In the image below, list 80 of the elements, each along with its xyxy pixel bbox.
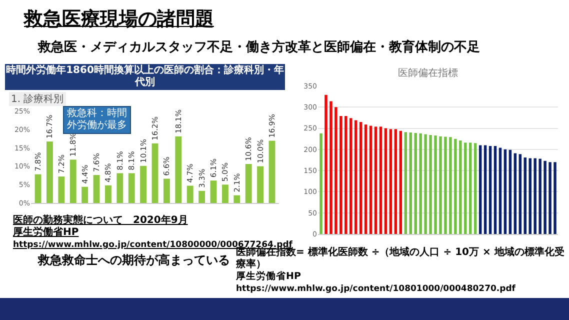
bar — [419, 133, 422, 234]
bar — [320, 133, 322, 234]
bar — [245, 164, 252, 203]
bar — [424, 134, 427, 234]
bar — [444, 136, 447, 234]
bar — [538, 158, 542, 234]
bar — [469, 142, 472, 234]
bar — [175, 136, 182, 203]
bar — [414, 132, 417, 234]
bar — [340, 116, 342, 234]
bar — [46, 142, 53, 203]
bar — [449, 137, 452, 234]
bar — [330, 101, 332, 234]
bar — [349, 118, 352, 234]
bar — [379, 126, 382, 234]
bar — [354, 120, 358, 234]
bar — [186, 186, 194, 203]
bar — [528, 158, 532, 234]
chart-subtitle: 1. 診療科別 — [9, 92, 66, 106]
bar — [534, 158, 536, 234]
bar — [394, 129, 398, 234]
bar — [439, 136, 442, 234]
bar — [434, 135, 437, 234]
bar — [548, 162, 552, 234]
bar — [389, 129, 392, 234]
chart-title: 医師偏在指標 — [397, 66, 459, 80]
bar — [152, 143, 158, 203]
bar — [324, 94, 328, 234]
bar — [104, 185, 112, 203]
bar — [399, 130, 402, 234]
bar — [34, 174, 42, 203]
bar — [374, 126, 378, 234]
text: 厚生労働省HP — [13, 227, 80, 239]
text: 救急救命士への期待が高まっている — [38, 252, 230, 269]
bar — [454, 138, 457, 234]
bar — [82, 186, 88, 203]
text: 厚生労働省HP — [236, 271, 302, 283]
text: 医師の勤務実態について 2020年9月 — [13, 215, 189, 226]
bar — [334, 107, 338, 234]
bar — [210, 180, 217, 203]
bar — [116, 173, 124, 203]
bar — [478, 145, 482, 234]
bar — [384, 128, 388, 234]
bar — [474, 143, 477, 234]
bar — [409, 132, 412, 234]
bar — [163, 178, 170, 203]
bar — [404, 132, 407, 234]
chart-title: 時間外労働年1860時間換算以上の医師の割合：診療科別・年代別 — [5, 64, 285, 90]
bar — [554, 162, 556, 234]
bar — [58, 176, 65, 203]
bar — [488, 146, 492, 234]
bar — [364, 124, 368, 234]
bar — [518, 154, 522, 234]
bar — [494, 146, 497, 234]
bar — [359, 122, 362, 234]
bar — [257, 166, 264, 203]
bar — [140, 166, 147, 203]
bar — [459, 140, 462, 234]
text: 救急医・メディカルスタッフ不足・働き方改革と医師偏在・教育体制の不足 — [38, 38, 480, 56]
bar — [268, 140, 276, 203]
text: https://www.mhlw.go.jp/content/10801000/000480270.pdf — [236, 283, 517, 295]
bar — [508, 150, 512, 234]
bar — [70, 160, 76, 203]
bar — [369, 126, 372, 234]
bar — [524, 157, 527, 234]
text: 救急医療現場の諸問題 — [24, 7, 214, 32]
bar — [464, 142, 467, 234]
bar — [198, 190, 206, 203]
bar — [514, 153, 517, 234]
bar — [429, 135, 432, 234]
bar — [344, 116, 348, 234]
bar — [128, 173, 135, 203]
bar — [484, 145, 487, 234]
annotation: 救急科：時間外労働が最多 — [63, 106, 131, 134]
bar — [498, 148, 502, 234]
bar — [222, 184, 228, 203]
bar — [504, 149, 507, 234]
bar — [544, 160, 546, 234]
bar — [93, 175, 100, 203]
bar — [234, 195, 240, 203]
